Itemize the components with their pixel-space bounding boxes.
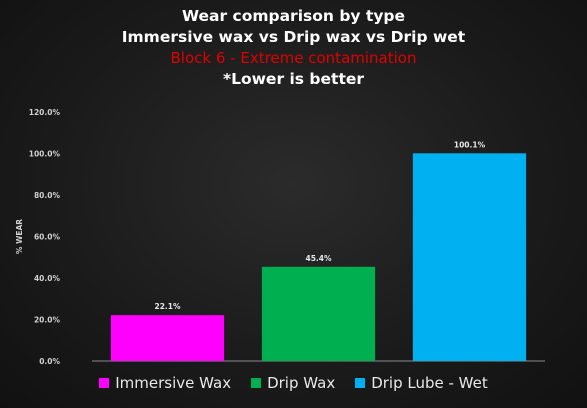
y-tick-label: 20.0% (34, 316, 61, 325)
title-line-4: *Lower is better (222, 70, 365, 88)
y-tick-labels: 0.0% 20.0% 40.0% 60.0% 80.0% 100.0% 120.0% (29, 108, 61, 366)
legend-label: Immersive Wax (115, 374, 232, 392)
bar-drip-lube-wet (412, 153, 527, 361)
bar-immersive-wax (110, 315, 225, 361)
legend-label: Drip Wax (267, 374, 336, 392)
data-label: 100.1% (454, 140, 486, 149)
y-axis-label: % WEAR (15, 219, 24, 254)
title-line-3: Block 6 - Extreme contamination (170, 49, 417, 67)
legend: Immersive Wax Drip Wax Drip Lube - Wet (0, 374, 587, 392)
legend-item-drip-lube-wet: Drip Lube - Wet (355, 374, 488, 392)
legend-label: Drip Lube - Wet (371, 374, 488, 392)
legend-item-drip-wax: Drip Wax (251, 374, 335, 392)
legend-swatch (251, 378, 262, 388)
y-tick-label: 120.0% (29, 108, 61, 117)
y-tick-label: 40.0% (34, 274, 61, 283)
data-labels: 22.1% 45.4% 100.1% (154, 140, 485, 311)
y-tick-label: 60.0% (34, 233, 61, 242)
y-tick-label: 80.0% (34, 191, 61, 200)
y-tick-label: 0.0% (39, 357, 60, 366)
y-tick-label: 100.0% (29, 150, 61, 159)
title-line-2: Immersive wax vs Drip wax vs Drip wet (121, 28, 466, 46)
title-line-1: Wear comparison by type (181, 7, 406, 25)
chart-title: Wear comparison by type Immersive wax vs… (0, 6, 587, 90)
legend-swatch (355, 378, 366, 388)
data-label: 22.1% (154, 302, 181, 311)
legend-item-immersive-wax: Immersive Wax (99, 374, 231, 392)
data-label: 45.4% (305, 254, 332, 263)
legend-swatch (99, 378, 110, 388)
bar-drip-wax (261, 266, 376, 361)
bars (110, 153, 527, 361)
